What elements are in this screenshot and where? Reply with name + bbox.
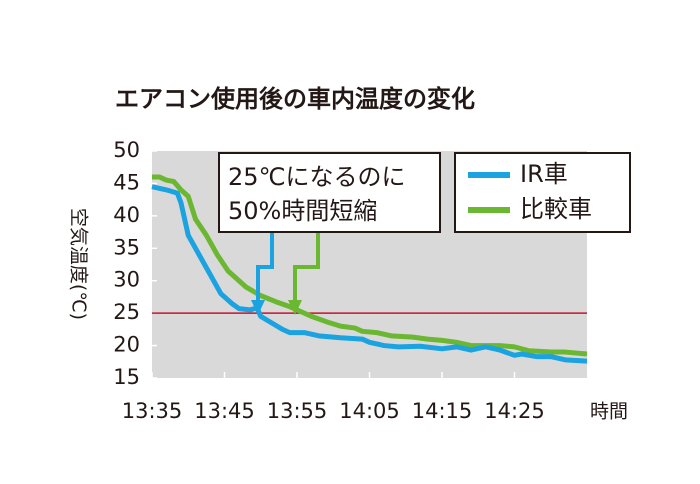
arrow [256, 232, 274, 305]
annotation-text: 50%時間短縮 [228, 197, 377, 225]
y-tick-label: 15 [113, 365, 140, 389]
annotation: 25℃になるのに 50%時間短縮 [218, 152, 441, 315]
y-axis-label: 空気温度(℃) [68, 208, 90, 320]
y-tick-label: 40 [113, 203, 140, 227]
arrow [293, 232, 320, 305]
y-tick-label: 50 [113, 138, 140, 162]
series-line [151, 184, 588, 364]
chart-title: エアコン使用後の車内温度の変化 [115, 85, 475, 113]
x-tick-label: 14:15 [412, 399, 473, 423]
arrow-head [288, 300, 302, 315]
y-tick-label: 25 [113, 300, 140, 324]
x-tick-label: 13:45 [194, 399, 255, 423]
y-tick-label: 35 [113, 235, 140, 259]
annotation-box [218, 152, 441, 233]
arrow-head [251, 300, 265, 315]
y-tick-label: 45 [113, 170, 140, 194]
legend-label: IR車 [520, 160, 568, 188]
legend-box [454, 152, 631, 233]
x-tick-label: 13:55 [267, 399, 328, 423]
annotation-text: 25℃になるのに [228, 163, 406, 191]
x-tick-label: 13:35 [122, 399, 183, 423]
x-tick-label: 14:05 [339, 399, 400, 423]
y-tick-label: 20 [113, 333, 140, 357]
plot-layer [151, 150, 588, 379]
y-tick-label: 30 [113, 268, 140, 292]
x-tick-label: 14:25 [484, 399, 545, 423]
x-axis-label: 時間 [590, 401, 628, 423]
legend-label: 比較車 [520, 195, 592, 223]
